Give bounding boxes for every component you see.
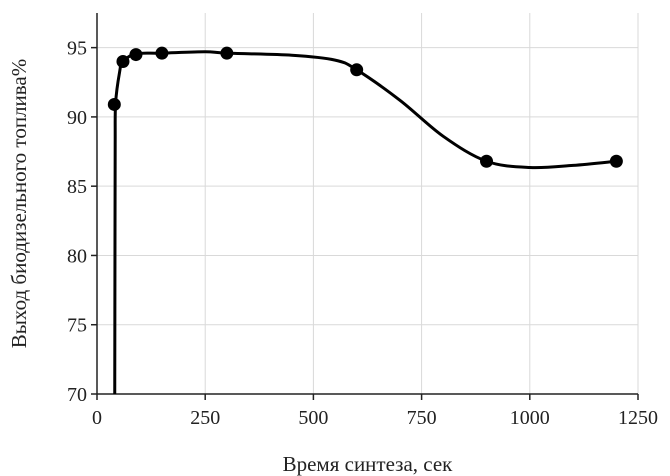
y-axis-label: Выход биодизельного топлива% [7, 59, 31, 348]
x-tick-label: 1250 [618, 407, 658, 429]
data-point [107, 97, 121, 111]
x-tick-label: 250 [190, 407, 220, 429]
x-tick-label: 500 [298, 407, 328, 429]
y-tick-label: 90 [67, 107, 87, 129]
y-tick-label: 75 [67, 315, 87, 337]
y-tick-label: 80 [67, 245, 87, 267]
data-point [129, 48, 143, 62]
data-point [609, 154, 623, 168]
data-point [480, 154, 494, 168]
data-point [350, 63, 364, 77]
y-tick-label: 95 [67, 38, 87, 60]
axes [91, 13, 639, 400]
y-tick-label: 85 [67, 176, 87, 198]
trend-curve-layer [113, 50, 617, 395]
x-tick-label: 0 [92, 407, 102, 429]
y-tick-label: 70 [67, 384, 87, 406]
data-points [107, 46, 623, 168]
data-point [116, 54, 130, 68]
x-tick-label: 750 [407, 407, 437, 429]
x-axis-label: Время синтеза, сек [283, 452, 454, 476]
grid [97, 13, 639, 394]
tick-labels: 0 250 500 750 1000 1250 70 75 80 85 90 95 [67, 38, 658, 429]
x-tick-label: 1000 [510, 407, 550, 429]
data-point [155, 46, 169, 60]
trend-curve [113, 50, 617, 395]
data-point [220, 46, 234, 60]
